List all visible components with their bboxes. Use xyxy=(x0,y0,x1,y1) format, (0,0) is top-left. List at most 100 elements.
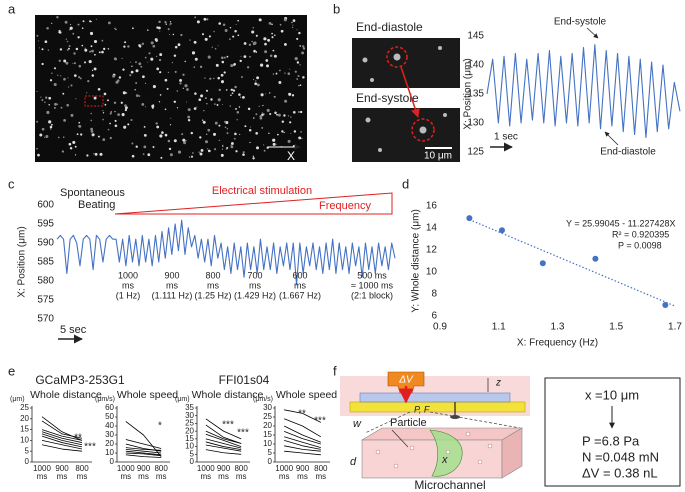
cell-dot xyxy=(252,155,255,157)
cell-dot xyxy=(296,29,298,31)
cell-dot xyxy=(166,87,169,90)
cell-dot xyxy=(174,70,177,73)
interval-label: 800 xyxy=(205,270,220,280)
cell-dot xyxy=(187,115,191,119)
cell-dot xyxy=(57,136,60,139)
diagram-label: x xyxy=(441,454,448,466)
cell-dot xyxy=(45,135,49,138)
cell-dot xyxy=(207,148,209,150)
cell-dot xyxy=(177,150,182,154)
cell-dot xyxy=(36,120,39,123)
particle xyxy=(487,443,493,449)
y-tick-label: 20 xyxy=(185,426,194,435)
diagram-label: ΔV xyxy=(398,375,414,386)
y-tick-label: 15 xyxy=(185,434,194,443)
cell-dot xyxy=(393,53,401,61)
cell-dot xyxy=(255,34,258,37)
group-title: GCaMP3-253G1 xyxy=(35,373,125,387)
line-series xyxy=(41,435,83,448)
cell-dot xyxy=(221,145,224,148)
cell-dot xyxy=(86,154,89,157)
cell-dot xyxy=(236,119,238,121)
cell-dot xyxy=(202,119,204,121)
cell-dot xyxy=(82,20,85,23)
y-tick-label: 25 xyxy=(185,419,194,428)
line-series xyxy=(41,420,83,439)
cell-dot xyxy=(242,96,245,99)
line-series xyxy=(284,445,321,452)
interval-label: (1.667 Hz) xyxy=(279,290,321,300)
cell-dot xyxy=(49,79,53,82)
diagram-label: P, F xyxy=(414,404,430,414)
cell-dot xyxy=(297,111,300,113)
cell-dot xyxy=(129,61,131,63)
cell-dot xyxy=(138,44,141,47)
y-tick-label: 590 xyxy=(37,238,54,249)
cell-dot xyxy=(221,60,225,64)
cell-dot xyxy=(37,153,40,157)
displacement-arrow xyxy=(400,66,420,118)
cell-dot xyxy=(256,83,260,87)
cell-dot xyxy=(53,67,57,70)
cell-dot xyxy=(217,98,221,102)
channel-side xyxy=(501,427,523,479)
interval-label: ms xyxy=(249,280,261,290)
cell-dot xyxy=(69,26,73,30)
cell-dot xyxy=(278,81,282,84)
cell-dot xyxy=(275,72,278,75)
cell-dot xyxy=(152,44,156,48)
cell-dot xyxy=(127,123,130,126)
x-axis-label: X: Frequency (Hz) xyxy=(517,338,598,349)
cell-dot xyxy=(164,133,168,137)
cell-dot xyxy=(260,93,264,97)
cell-dot xyxy=(253,50,256,53)
cell-dot xyxy=(102,138,106,141)
line-series xyxy=(125,449,162,454)
cell-dot xyxy=(90,127,93,131)
cell-dot xyxy=(124,108,128,112)
cell-dot xyxy=(107,128,110,131)
y-tick-label: 145 xyxy=(467,31,484,42)
line-series xyxy=(205,430,242,444)
cell-dot xyxy=(155,122,158,125)
cell-dot xyxy=(176,107,179,109)
cell-dot xyxy=(78,121,81,124)
cell-dot xyxy=(97,87,101,91)
pointer xyxy=(586,27,599,39)
cell-dot xyxy=(176,90,179,92)
cell-dot xyxy=(263,144,265,146)
cell-dot xyxy=(279,23,282,26)
cell-dot xyxy=(217,76,220,80)
chart-title: Whole distance xyxy=(30,389,102,401)
cell-dot xyxy=(292,19,296,22)
cell-dot xyxy=(200,94,204,98)
y-tick-label: 25 xyxy=(20,403,29,412)
cell-dot xyxy=(235,107,237,110)
cell-dot xyxy=(93,39,98,44)
line-series xyxy=(41,429,83,441)
cell-dot xyxy=(226,132,229,135)
scatter-point xyxy=(498,227,505,234)
y-tick-label: 10 xyxy=(20,436,29,445)
cell-dot xyxy=(292,24,294,26)
cell-dot xyxy=(74,74,77,77)
cell-dot xyxy=(135,145,138,148)
cell-dot xyxy=(274,111,277,114)
cell-dot xyxy=(229,105,232,107)
cell-dot xyxy=(152,146,155,148)
cell-dot xyxy=(277,113,281,117)
y-tick-label: 580 xyxy=(37,276,54,287)
cell-dot xyxy=(36,147,38,150)
cell-dot xyxy=(159,134,163,138)
cell-dot xyxy=(255,80,257,82)
y-axis-label: (μm/s) xyxy=(253,396,273,403)
cell-dot xyxy=(419,126,427,134)
cell-dot xyxy=(43,136,46,138)
cell-dot xyxy=(140,65,143,68)
cell-dot xyxy=(123,45,126,48)
cell-dot xyxy=(273,96,276,98)
interval-label: (1.111 Hz) xyxy=(152,290,193,300)
cell-dot xyxy=(167,139,171,143)
cell-dot xyxy=(145,82,147,84)
cell-dot xyxy=(224,126,227,129)
